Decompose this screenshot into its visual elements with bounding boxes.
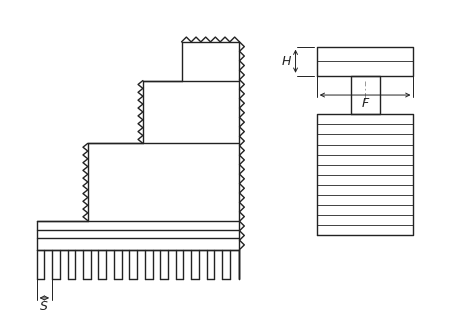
Text: H: H [282,55,292,68]
Text: S: S [40,300,48,313]
Text: F: F [361,97,369,110]
